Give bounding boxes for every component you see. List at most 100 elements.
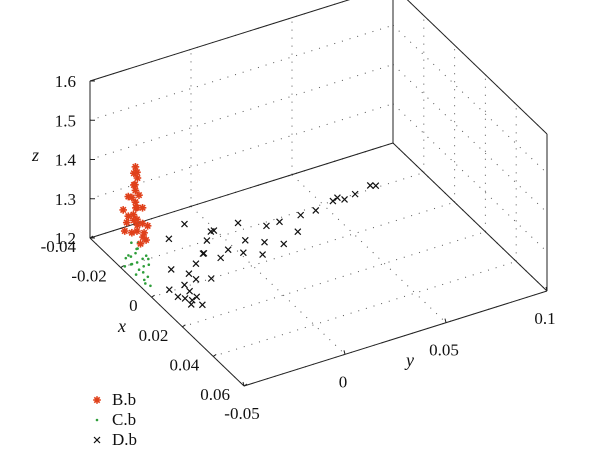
data-point bbox=[134, 273, 138, 276]
legend-marker-cb bbox=[95, 418, 99, 422]
y-tick-label: 0.05 bbox=[429, 341, 459, 360]
legend-marker-db bbox=[93, 436, 101, 444]
tick-labels: 1.21.31.41.51.6-0.04-0.0200.020.040.06-0… bbox=[41, 72, 556, 423]
data-point bbox=[294, 228, 302, 236]
data-point bbox=[122, 218, 131, 227]
data-point bbox=[372, 182, 380, 190]
x-tick-label: -0.04 bbox=[41, 237, 77, 256]
legend-item-db: D.b bbox=[93, 430, 137, 449]
data-point bbox=[147, 263, 151, 267]
legend-item-cb: C.b bbox=[95, 410, 136, 429]
data-point bbox=[185, 270, 193, 278]
y-tick-mark bbox=[545, 286, 548, 292]
data-point bbox=[234, 219, 242, 227]
data-point bbox=[130, 169, 138, 178]
data-point bbox=[241, 236, 249, 244]
data-point bbox=[129, 263, 133, 266]
z-tick-label: 1.2 bbox=[55, 229, 76, 248]
data-point bbox=[134, 251, 137, 255]
data-point bbox=[133, 168, 141, 177]
y-tick-mark bbox=[242, 381, 245, 387]
series-b-b bbox=[119, 163, 152, 248]
data-point bbox=[239, 249, 247, 257]
data-point bbox=[146, 275, 150, 279]
data-point bbox=[187, 300, 195, 308]
x-tick-label: -0.02 bbox=[71, 267, 106, 286]
series-c-b bbox=[123, 241, 152, 288]
axes-box-edge bbox=[243, 290, 548, 387]
series-d-b bbox=[165, 182, 380, 309]
data-point bbox=[280, 240, 288, 248]
axes-box-edge bbox=[406, 0, 548, 135]
data-point bbox=[119, 206, 127, 214]
data-point bbox=[131, 163, 140, 171]
legend-item-bb: B.b bbox=[93, 390, 136, 409]
grid-line-leftwall-z bbox=[89, 24, 394, 121]
legend-label-cb: C.b bbox=[112, 410, 136, 429]
data-point bbox=[341, 195, 348, 203]
grid-line-leftwall-z bbox=[89, 103, 394, 200]
z-tick-label: 1.4 bbox=[55, 151, 77, 170]
data-point bbox=[193, 293, 201, 301]
series-layer bbox=[119, 163, 380, 309]
x-axis-label: x bbox=[117, 316, 126, 336]
x-tick-label: 0.04 bbox=[169, 355, 199, 374]
data-point bbox=[217, 254, 225, 262]
data-point bbox=[130, 241, 133, 244]
data-point bbox=[366, 182, 374, 189]
data-point bbox=[149, 284, 152, 288]
data-point bbox=[129, 255, 133, 258]
data-point bbox=[124, 212, 133, 220]
data-point bbox=[188, 296, 196, 304]
grid-line-backwall-z bbox=[392, 64, 548, 213]
y-tick-label: -0.05 bbox=[224, 404, 259, 423]
x-tick-mark bbox=[182, 324, 186, 328]
data-point bbox=[131, 180, 139, 189]
legend-marker-bb bbox=[93, 396, 101, 404]
data-point bbox=[136, 247, 139, 250]
grid-line-floor-x bbox=[120, 172, 424, 269]
x-tick-label: 0.06 bbox=[200, 385, 230, 404]
data-point bbox=[259, 251, 267, 258]
z-tick-label: 1.3 bbox=[55, 190, 76, 209]
grid-line-backwall-z bbox=[392, 103, 548, 253]
data-point bbox=[186, 287, 194, 295]
axes-box-edge bbox=[392, 142, 548, 292]
data-point bbox=[144, 282, 147, 285]
x-tick-mark bbox=[89, 235, 94, 239]
grid-line-leftwall-z bbox=[89, 0, 351, 82]
data-point bbox=[147, 257, 150, 261]
data-point bbox=[141, 271, 145, 274]
data-point bbox=[142, 278, 146, 282]
data-point bbox=[144, 254, 148, 258]
data-point bbox=[200, 249, 208, 257]
legend-marker-glyph bbox=[95, 418, 99, 422]
data-point bbox=[137, 268, 141, 272]
x-tick-label: 0 bbox=[129, 296, 138, 315]
data-point bbox=[181, 220, 188, 228]
data-point bbox=[141, 257, 144, 261]
data-point bbox=[192, 260, 200, 268]
data-point bbox=[133, 215, 141, 224]
data-point bbox=[224, 246, 232, 254]
axes-box-edge bbox=[89, 237, 245, 387]
data-point bbox=[181, 295, 189, 302]
legend-marker-glyph bbox=[93, 396, 101, 404]
x-tick-label: 0.02 bbox=[139, 326, 169, 345]
data-point bbox=[124, 192, 133, 201]
data-point bbox=[351, 190, 359, 198]
data-point bbox=[203, 237, 211, 245]
data-point bbox=[167, 266, 175, 273]
y-tick-mark bbox=[343, 350, 346, 355]
data-point bbox=[276, 218, 283, 226]
data-point bbox=[207, 275, 215, 282]
data-point bbox=[135, 191, 143, 199]
z-tick-label: 1.6 bbox=[55, 72, 76, 91]
data-point bbox=[124, 256, 128, 260]
legend-label-db: D.b bbox=[112, 430, 137, 449]
grid-line-backwall-z bbox=[392, 24, 548, 174]
data-point bbox=[165, 235, 173, 243]
data-point bbox=[329, 197, 337, 205]
data-point bbox=[131, 198, 140, 206]
